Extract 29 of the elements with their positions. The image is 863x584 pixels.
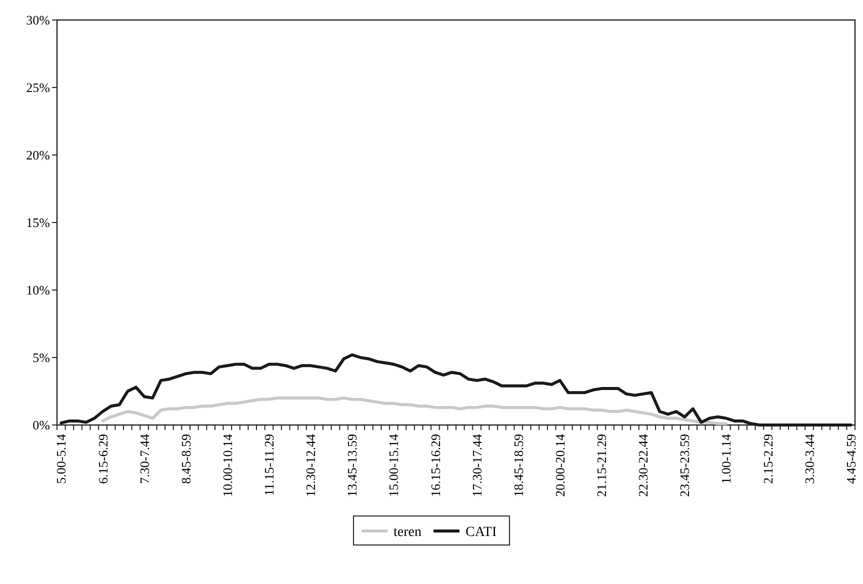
x-tick-label: 17.30-17.44: [469, 434, 484, 497]
x-tick-label: 13.45-13.59: [344, 434, 360, 497]
x-tick-label: 20.00-20.14: [552, 434, 568, 497]
x-tick-label: 16.15-16.29: [428, 434, 443, 497]
y-tick-label: 15%: [26, 215, 50, 230]
x-tick-label: 18.45-18.59: [510, 434, 526, 497]
legend-label: CATI: [466, 524, 497, 540]
y-tick-label: 10%: [26, 282, 50, 298]
x-tick-label: 7.30-7.44: [136, 434, 152, 484]
x-tick-label: 12.30-12.44: [303, 434, 318, 497]
x-tick-label: 11.15-11.29: [262, 434, 277, 496]
x-tick-label: 1.00-1.14: [718, 434, 734, 484]
x-tick-label: 4.45-4.59: [843, 434, 858, 484]
x-tick-label: 2.15-2.29: [760, 434, 776, 484]
x-tick-label: 5.00-5.14: [54, 434, 69, 484]
x-tick-label: 6.15-6.29: [95, 434, 110, 484]
x-tick-label: 15.00-15.14: [386, 434, 402, 497]
x-tick-label: 21.15-21.29: [594, 434, 610, 497]
x-tick-label: 3.30-3.44: [802, 434, 817, 484]
x-tick-label: 10.00-10.14: [220, 434, 235, 497]
x-tick-label: 22.30-22.44: [636, 434, 651, 497]
legend-label: teren: [394, 524, 422, 540]
x-tick-label: 8.45-8.59: [178, 434, 194, 484]
y-tick-label: 25%: [26, 80, 50, 96]
y-tick-label: 30%: [26, 12, 50, 28]
y-tick-label: 20%: [26, 148, 50, 163]
x-tick-label: 23.45-23.59: [677, 434, 692, 497]
y-tick-label: 5%: [32, 350, 50, 366]
y-tick-label: 0%: [32, 418, 50, 433]
